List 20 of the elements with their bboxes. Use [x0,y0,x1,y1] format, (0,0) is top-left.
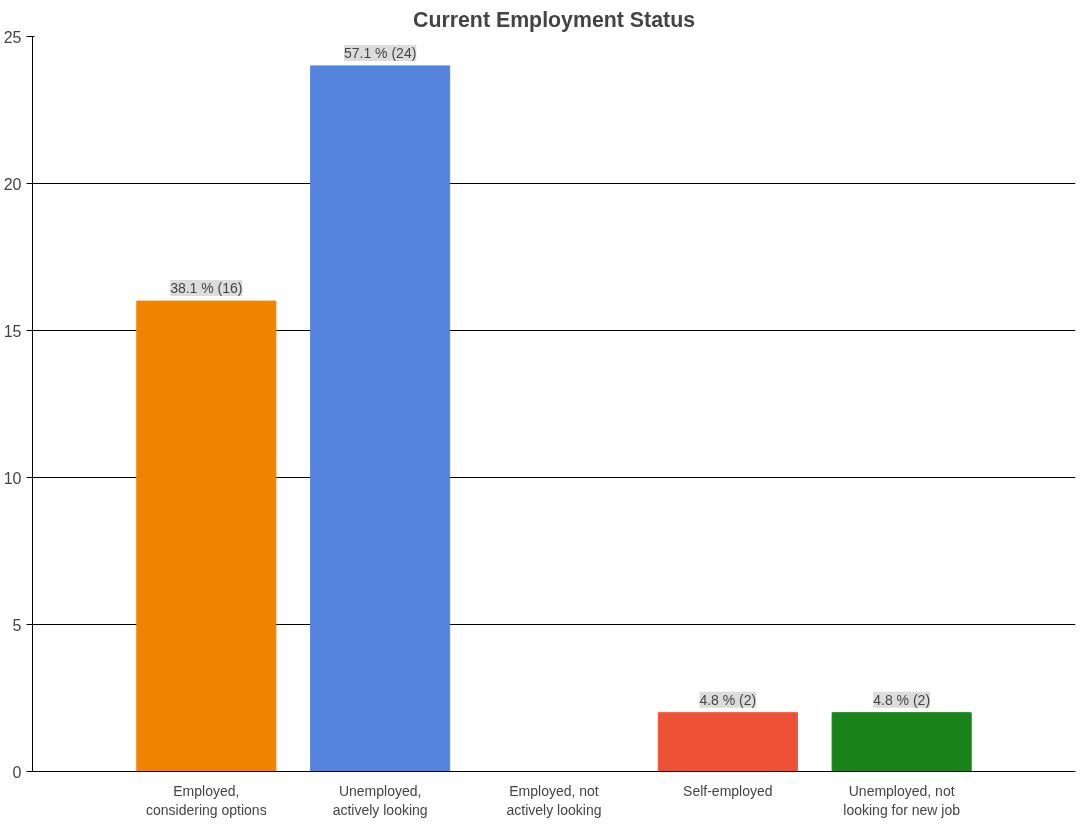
data-label: 4.8 % (2) [699,691,757,708]
data-label: 4.8 % (2) [873,691,931,708]
bar [831,712,972,772]
bar [136,300,277,772]
x-tick-label: Self-employed [683,782,773,799]
y-tick-label: 0 [12,763,22,781]
data-label: 38.1 % (16) [170,280,243,297]
x-tick-label: Employed, considering options [146,782,267,818]
data-label: 57.1 % (24) [343,44,417,61]
bar [657,712,798,772]
y-tick-label: 5 [12,616,22,634]
x-tick-label: Employed, not actively looking [506,782,602,818]
bar [310,65,451,772]
y-tick-label: 25 [3,28,22,46]
y-tick-label: 20 [3,175,22,193]
y-tick-label: 15 [3,322,22,340]
x-tick-label: Unemployed, actively looking [332,782,428,818]
x-tick-label: Unemployed, not looking for new job [843,782,961,818]
y-tick-label: 10 [3,469,22,487]
chart-title: Current Employment Status [412,7,696,32]
